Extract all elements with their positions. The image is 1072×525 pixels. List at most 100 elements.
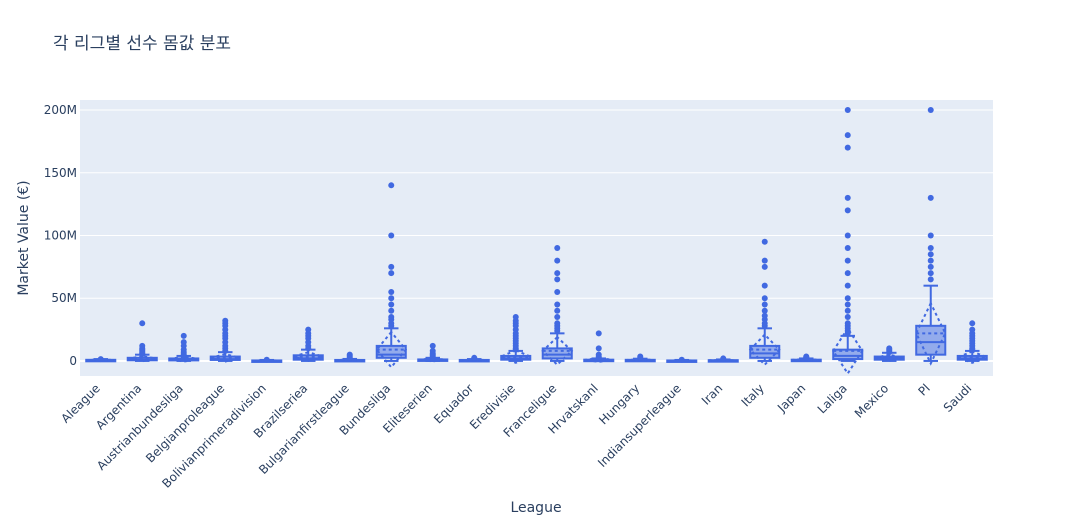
box-bulgarianfirstleague: [334, 351, 366, 363]
x-tick-label: Iran: [699, 381, 725, 407]
outlier-point: [927, 251, 934, 258]
outlier-point: [927, 107, 934, 114]
box-iqr: [832, 348, 864, 361]
outlier-point: [886, 345, 893, 352]
outlier-point: [595, 351, 602, 358]
outlier-point: [844, 257, 851, 264]
box-iqr: [541, 347, 573, 360]
sd-diamond: [459, 358, 489, 362]
outlier-point: [97, 356, 104, 363]
outlier-point: [512, 314, 519, 321]
box-iqr: [915, 324, 947, 356]
sd-diamond: [541, 335, 574, 367]
outlier-point: [388, 301, 395, 308]
sd-diamond: [915, 300, 947, 366]
outlier-point: [844, 107, 851, 114]
box-laliga: [832, 107, 864, 376]
outlier-point: [554, 276, 561, 283]
y-axis-title: Market Value (€): [16, 180, 32, 295]
x-tick-label: Belgianproleague: [143, 381, 227, 465]
outlier-point: [554, 301, 561, 308]
box-iqr: [375, 344, 407, 359]
outlier-point: [554, 270, 561, 277]
x-axis-title: League: [510, 500, 561, 516]
sd-diamond: [206, 353, 244, 363]
outlier-point: [844, 282, 851, 289]
outlier-point: [927, 263, 934, 270]
box-argentina: [126, 320, 158, 363]
outlier-point: [927, 194, 934, 201]
outlier-point: [180, 332, 187, 339]
sd-diamond: [874, 353, 904, 362]
outlier-point: [761, 263, 768, 270]
sd-diamond: [625, 358, 655, 362]
outlier-point: [346, 351, 353, 358]
box-japan: [790, 353, 822, 363]
sd-diamond: [954, 350, 990, 364]
outlier-point: [554, 320, 561, 327]
outlier-point: [678, 356, 685, 363]
outlier-point: [388, 182, 395, 189]
outlier-point: [844, 194, 851, 201]
x-tick-label: Pl: [915, 381, 932, 398]
outlier-point: [429, 342, 436, 349]
outlier-point: [844, 207, 851, 214]
plot-background: [80, 100, 993, 376]
outlier-point: [761, 307, 768, 314]
box-indiansuperleague: [666, 356, 698, 363]
outlier-point: [180, 339, 187, 346]
outlier-point: [761, 295, 768, 302]
x-tick-label: Saudi: [941, 381, 975, 415]
outlier-point: [844, 314, 851, 321]
sd-diamond: [418, 357, 448, 363]
outlier-point: [388, 232, 395, 239]
y-tick-label: 150M: [44, 166, 77, 180]
box-franceligue: [541, 245, 574, 367]
y-tick-label: 0: [69, 354, 77, 368]
chart-title: 각 리그별 선수 몸값 분포: [53, 34, 231, 54]
outlier-point: [388, 314, 395, 321]
box-bundesliga: [375, 182, 408, 369]
outlier-point: [927, 232, 934, 239]
outlier-point: [429, 347, 436, 354]
outlier-point: [637, 353, 644, 360]
box-saudi: [954, 320, 990, 364]
sd-diamond: [708, 358, 738, 362]
outlier-point: [844, 307, 851, 314]
outlier-point: [844, 132, 851, 139]
sd-diamond: [748, 333, 781, 367]
y-tick-label: 50M: [51, 291, 77, 305]
x-tick-label: Indiansuperleague: [595, 381, 684, 470]
outlier-point: [139, 320, 146, 327]
y-tick-label: 100M: [44, 228, 77, 242]
outlier-point: [388, 263, 395, 270]
x-tick-label: Laliga: [815, 381, 850, 416]
sd-diamond: [290, 351, 327, 362]
outlier-point: [554, 288, 561, 295]
outlier-point: [844, 301, 851, 308]
box-equador: [458, 354, 490, 363]
x-tick-label: Mexico: [852, 381, 892, 421]
sd-diamond: [584, 357, 614, 363]
outlier-point: [595, 330, 602, 337]
sd-diamond: [498, 349, 533, 364]
box-iran: [707, 355, 739, 363]
outlier-point: [595, 345, 602, 352]
outlier-point: [305, 326, 312, 333]
outlier-point: [969, 326, 976, 333]
outlier-point: [263, 356, 270, 363]
outlier-point: [927, 245, 934, 252]
outlier-point: [388, 288, 395, 295]
outlier-point: [761, 282, 768, 289]
box-aleague: [85, 356, 117, 363]
box-hrvatskanl: [583, 330, 615, 363]
outlier-point: [471, 354, 478, 361]
outlier-point: [554, 307, 561, 314]
outlier-point: [761, 238, 768, 245]
box-austrianbundesliga: [168, 332, 200, 363]
x-tick-label: Japan: [774, 381, 808, 415]
sd-diamond: [335, 358, 365, 362]
outlier-point: [720, 355, 727, 362]
box-eredivisie: [498, 314, 533, 364]
